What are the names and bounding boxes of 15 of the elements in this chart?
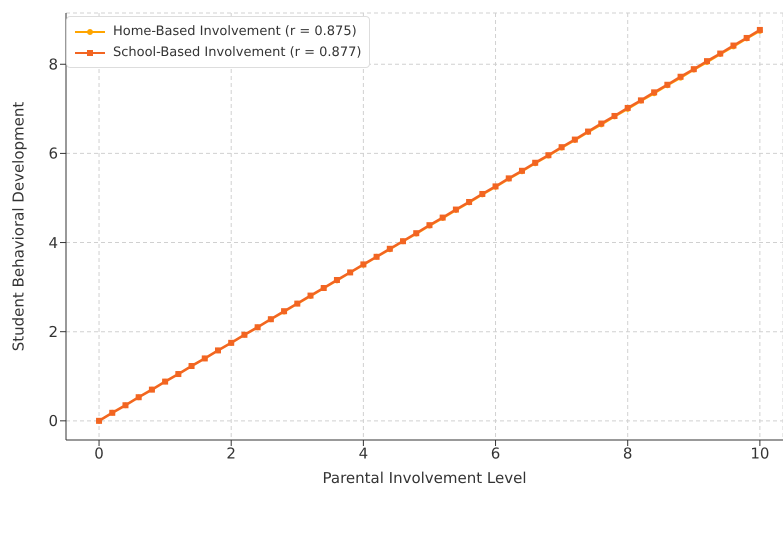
x-axis-title: Parental Involvement Level xyxy=(322,469,526,487)
y-tick-label: 2 xyxy=(48,323,58,342)
y-axis-title: Student Behavioral Development xyxy=(9,102,28,352)
y-tick-label: 8 xyxy=(48,56,58,74)
y-tick-label: 4 xyxy=(48,234,58,252)
x-tick-label: 8 xyxy=(622,444,632,463)
x-tick-label: 0 xyxy=(94,444,104,463)
x-tick-label: 10 xyxy=(750,444,770,463)
x-tick-label: 6 xyxy=(490,444,500,463)
legend-label: School-Based Involvement (r = 0.877) xyxy=(113,44,362,62)
y-tick-label: 0 xyxy=(48,412,58,430)
x-tick-label: 4 xyxy=(358,444,368,463)
x-tick-label: 2 xyxy=(226,444,236,463)
y-tick-label: 6 xyxy=(48,144,58,163)
legend-label: Home-Based Involvement (r = 0.875) xyxy=(113,23,357,41)
